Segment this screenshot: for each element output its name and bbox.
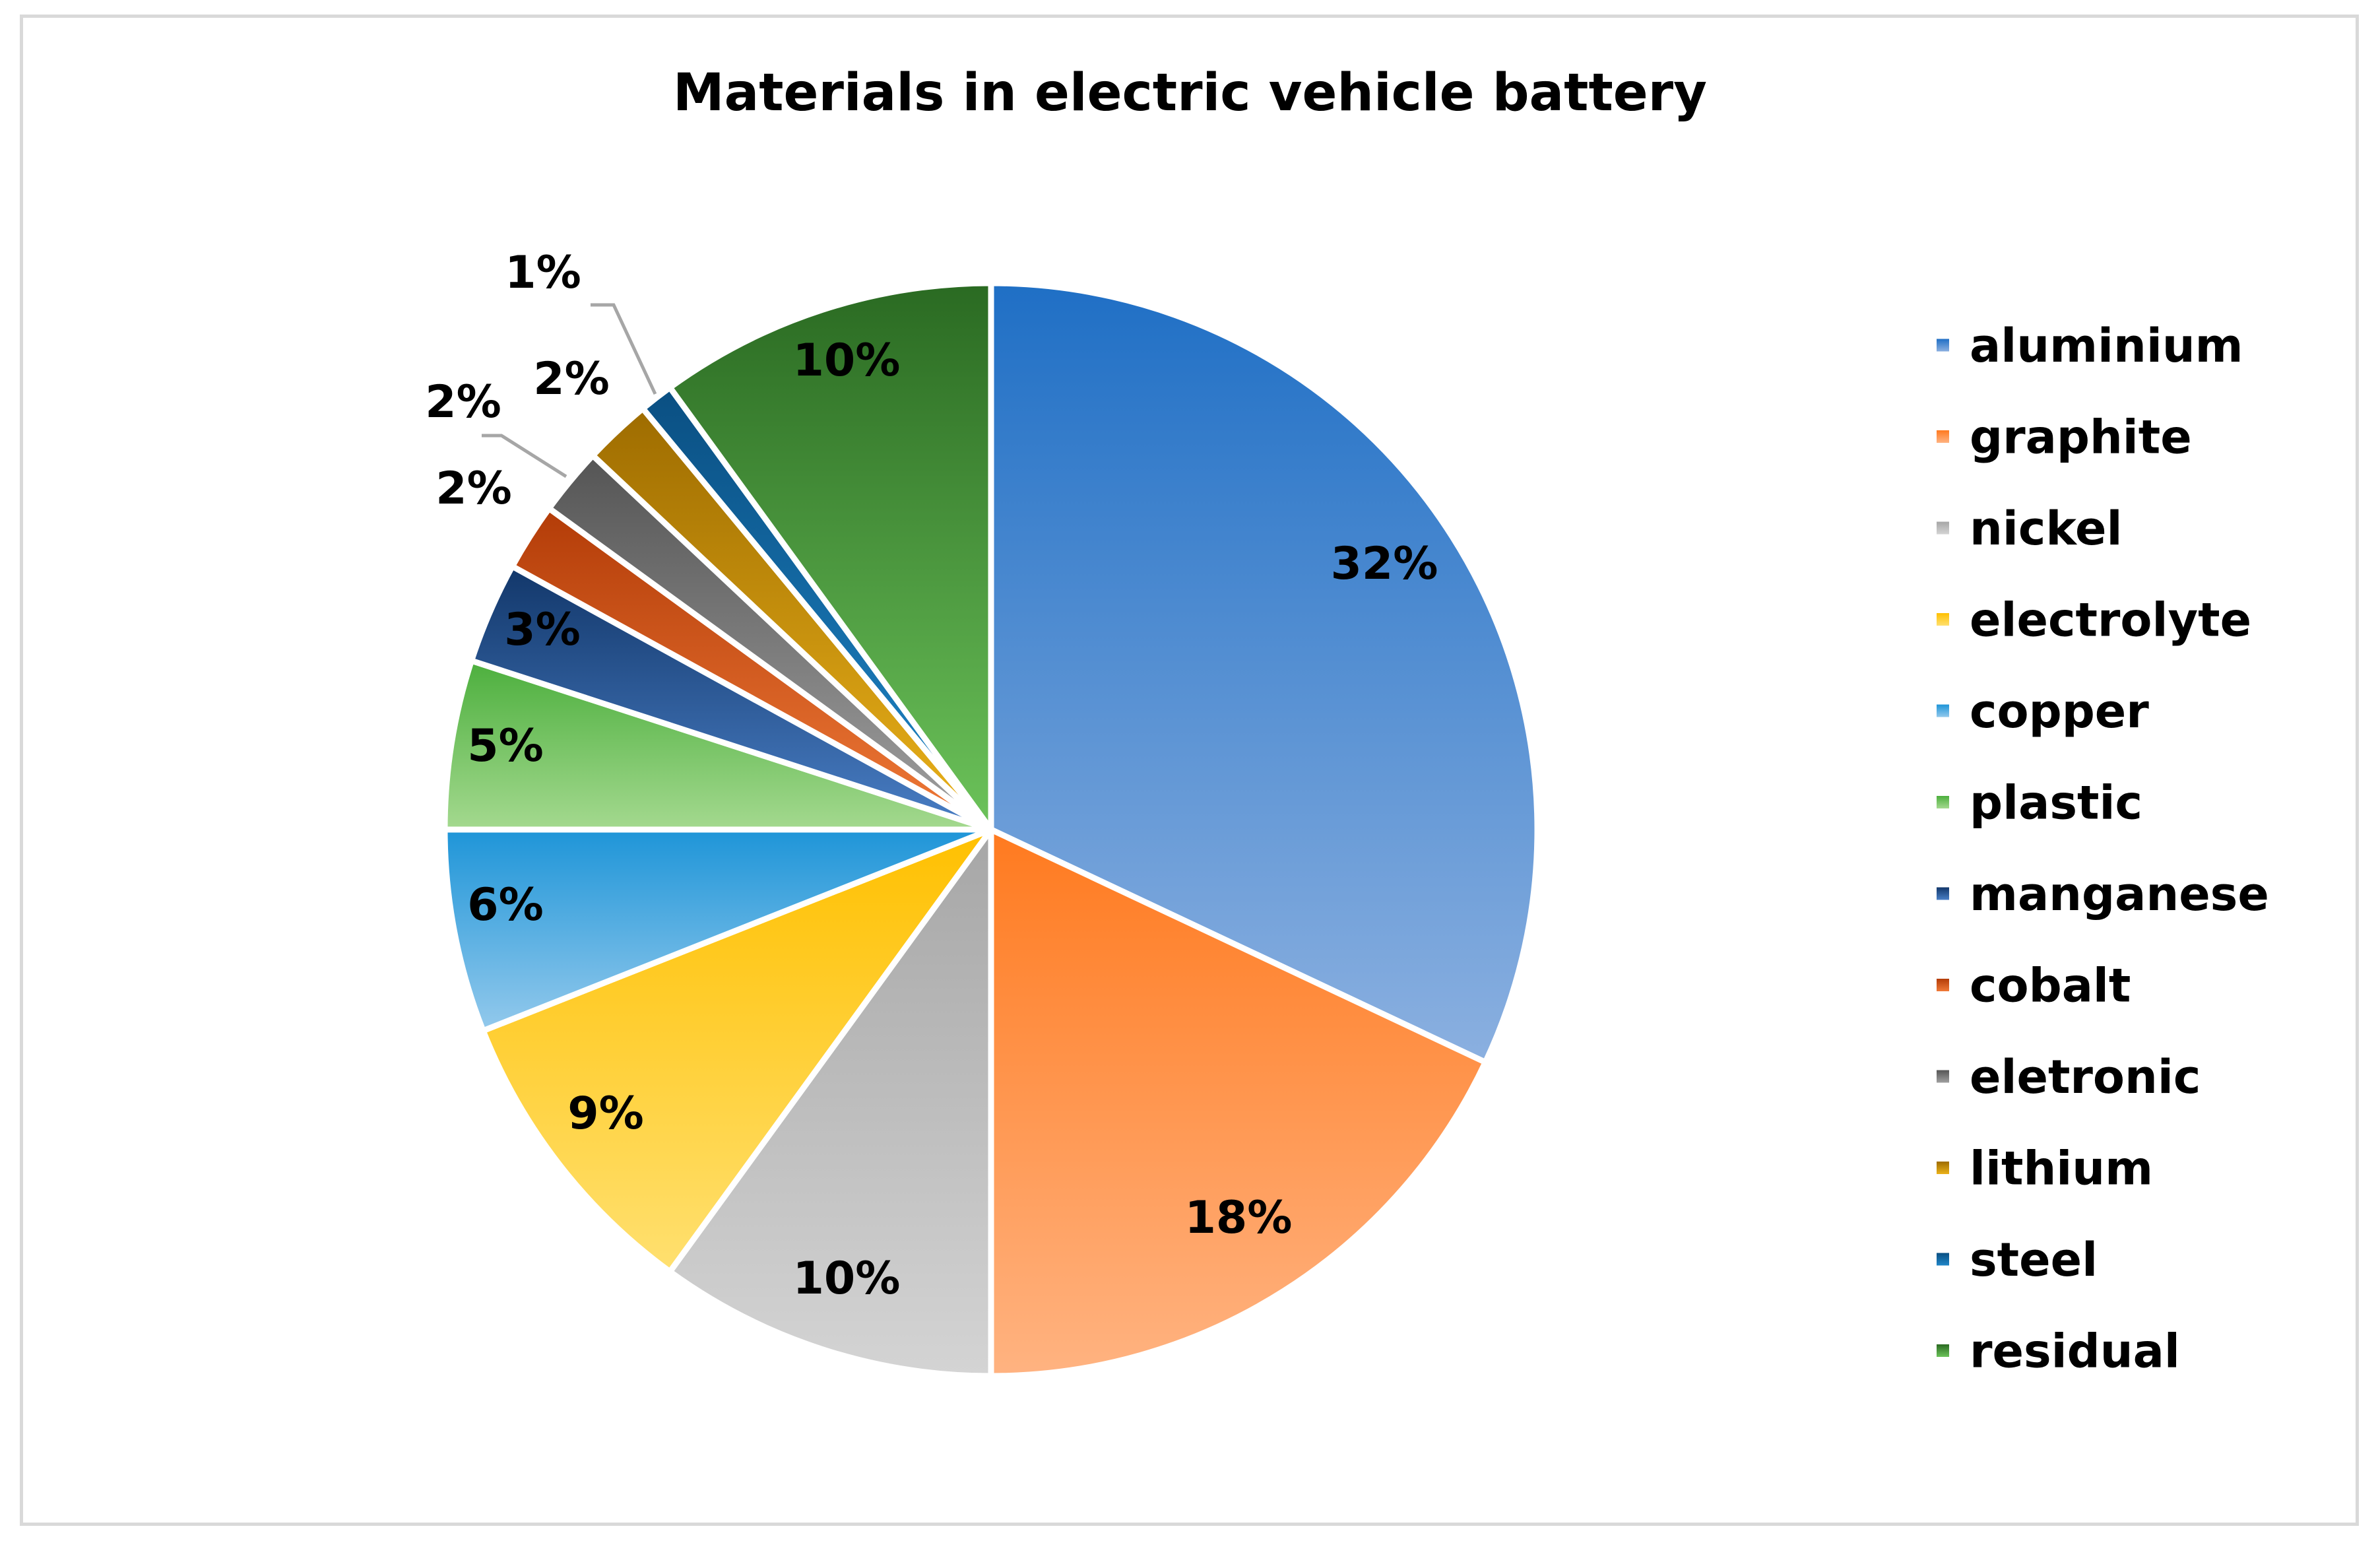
leader-lines	[482, 303, 657, 478]
legend-label-steel: steel	[1970, 1233, 2098, 1287]
legend-label-lithium: lithium	[1970, 1142, 2153, 1196]
legend-item-eletronic: eletronic	[1937, 1050, 2201, 1104]
legend-swatch-plastic	[1937, 796, 1949, 808]
pie-slice-graphite	[988, 826, 1489, 1379]
legend-swatch-cobalt	[1937, 979, 1949, 991]
pie-slice-electrolyte	[480, 826, 994, 1275]
slice-label-nickel: 10%	[793, 1253, 901, 1305]
legend-swatch-copper	[1937, 704, 1949, 717]
legend-swatch-eletronic	[1937, 1070, 1949, 1083]
legend-item-plastic: plastic	[1937, 776, 2142, 830]
legend-item-steel: steel	[1937, 1233, 2098, 1287]
legend-swatch-steel	[1937, 1253, 1949, 1266]
legend-label-manganese: manganese	[1970, 867, 2269, 921]
pie-slices	[441, 280, 1541, 1379]
legend-item-aluminium: aluminium	[1937, 319, 2243, 373]
leader-line-steel	[591, 303, 657, 395]
legend-swatch-nickel	[1937, 521, 1949, 535]
slice-label-plastic: 5%	[467, 720, 543, 772]
pie-slice-nickel	[666, 826, 994, 1379]
slice-labels: 32% 18% 10% 9% 6% 5% 3% 2% 2% 2% 1% 10%	[425, 247, 1438, 1305]
slice-label-copper: 6%	[467, 879, 543, 931]
legend-item-graphite: graphite	[1937, 410, 2192, 465]
slice-label-cobalt: 2%	[435, 463, 511, 515]
slice-label-graphite: 18%	[1185, 1192, 1293, 1244]
legend-item-residual: residual	[1937, 1325, 2180, 1379]
legend-label-aluminium: aluminium	[1970, 319, 2243, 373]
slice-label-steel: 1%	[505, 247, 581, 299]
legend-swatch-residual	[1937, 1344, 1949, 1357]
legend-label-eletronic: eletronic	[1970, 1050, 2201, 1104]
legend-label-nickel: nickel	[1970, 502, 2122, 556]
legend-label-plastic: plastic	[1970, 776, 2142, 830]
leader-line-eletronic	[482, 434, 567, 478]
legend-swatch-manganese	[1937, 887, 1949, 900]
legend-label-copper: copper	[1970, 684, 2149, 739]
pie-slice-residual	[666, 280, 994, 833]
legend-item-nickel: nickel	[1937, 502, 2122, 556]
legend-item-copper: copper	[1937, 684, 2149, 739]
slice-label-aluminium: 32%	[1331, 538, 1438, 590]
chart-title: Materials in electric vehicle battery	[673, 63, 1707, 123]
legend-swatch-graphite	[1937, 430, 1949, 443]
legend: aluminium graphite nickel electrolyte copper…	[1937, 319, 2269, 1379]
legend-item-lithium: lithium	[1937, 1142, 2153, 1196]
slice-label-eletronic: 2%	[425, 376, 501, 428]
slice-label-residual: 10%	[793, 335, 901, 387]
legend-label-graphite: graphite	[1970, 410, 2192, 465]
legend-swatch-aluminium	[1937, 339, 1949, 352]
legend-swatch-lithium	[1937, 1162, 1949, 1174]
legend-label-electrolyte: electrolyte	[1970, 593, 2251, 647]
pie-slice-aluminium	[988, 280, 1541, 1066]
legend-item-cobalt: cobalt	[1937, 959, 2131, 1013]
legend-label-residual: residual	[1970, 1325, 2180, 1379]
slice-label-lithium: 2%	[533, 353, 609, 405]
pie-slice-copper	[441, 826, 994, 1034]
slice-label-electrolyte: 9%	[567, 1088, 643, 1140]
legend-item-manganese: manganese	[1937, 867, 2269, 921]
legend-item-electrolyte: electrolyte	[1937, 593, 2251, 647]
legend-swatch-electrolyte	[1937, 613, 1949, 626]
legend-label-cobalt: cobalt	[1970, 959, 2131, 1013]
slice-label-manganese: 3%	[504, 604, 580, 656]
